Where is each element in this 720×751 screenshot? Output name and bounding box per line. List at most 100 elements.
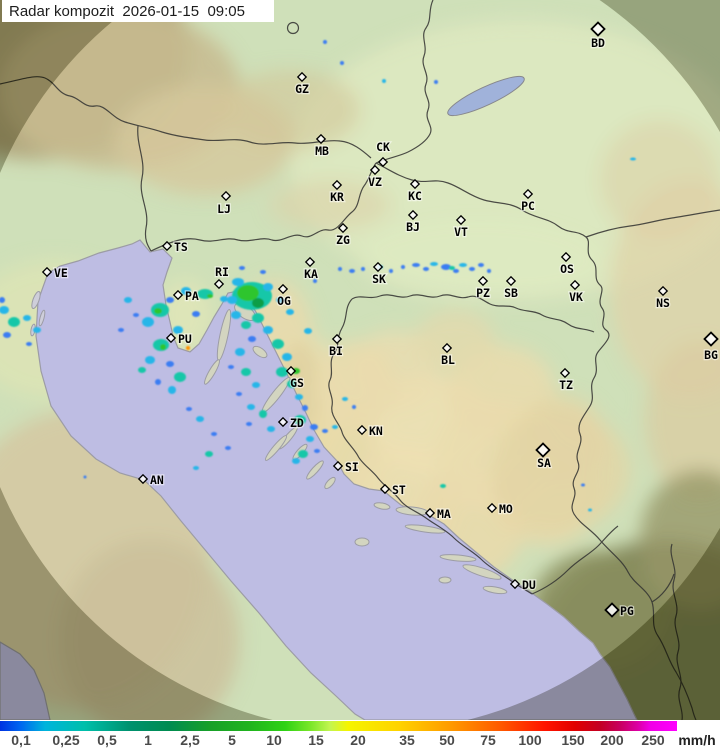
precip-cell: [459, 263, 467, 267]
station-label-kc: KC: [408, 189, 422, 203]
station-label-ma: MA: [437, 507, 451, 521]
station-marker-kr: [331, 179, 343, 191]
station-marker-ma: [424, 507, 436, 519]
station-marker-bl: [441, 342, 453, 354]
adriatic-sea: [35, 239, 638, 720]
legend: 0,1 0,25 0,5 1 2,5 5 10 15 20 35 50 75 100 150 200 250 m…: [0, 720, 720, 751]
precip-cell: [282, 353, 292, 361]
precip-cell: [33, 327, 41, 333]
station-label-vt: VT: [454, 225, 468, 239]
precip-cell: [267, 426, 275, 432]
station-marker-du: [509, 578, 521, 590]
precip-cell: [133, 313, 139, 317]
precip-cell: [323, 40, 327, 44]
station-label-gz: GZ: [295, 82, 309, 96]
precip-cell: [83, 475, 87, 479]
station-label-pz: PZ: [476, 286, 490, 300]
station-label-bd: BD: [591, 36, 605, 50]
precip-cell: [338, 267, 342, 271]
station-marker-ck: [377, 156, 389, 168]
precip-cell: [287, 380, 297, 388]
station-marker-gs: [285, 365, 297, 377]
legend-tick: 100: [518, 732, 542, 748]
precip-cell: [453, 269, 459, 273]
station-marker-vt: [455, 214, 467, 226]
precip-cell: [401, 265, 405, 269]
station-label-du: DU: [522, 578, 536, 592]
station-marker-tz: [559, 367, 571, 379]
precip-cell: [487, 269, 491, 273]
precip-cell: [260, 270, 266, 274]
station-label-pa: PA: [185, 289, 199, 303]
station-marker-pg: [604, 602, 620, 618]
precip-cell: [263, 283, 273, 291]
precip-cell: [322, 429, 328, 433]
precip-cell: [228, 365, 234, 369]
station-label-st: ST: [392, 483, 406, 497]
station-label-kn: KN: [369, 424, 383, 438]
station-marker-vz: [369, 164, 381, 176]
station-label-bi: BI: [329, 344, 343, 358]
precip-cell: [142, 317, 154, 327]
legend-tick: 50: [439, 732, 455, 748]
precip-cell: [231, 311, 241, 319]
legend-tick: 75: [480, 732, 496, 748]
station-marker-pa: [172, 289, 184, 301]
station-label-si: SI: [345, 460, 359, 474]
precip-cell: [434, 80, 438, 84]
station-marker-vk: [569, 279, 581, 291]
station-label-an: AN: [150, 473, 164, 487]
precip-cell: [207, 294, 213, 298]
station-marker-kn: [356, 424, 368, 436]
station-marker-bg: [703, 331, 719, 347]
station-marker-kc: [409, 178, 421, 190]
station-label-sk: SK: [372, 272, 386, 286]
precip-cell: [160, 344, 166, 350]
station-marker-pu: [165, 332, 177, 344]
precip-cell: [246, 422, 252, 426]
precip-cell: [186, 346, 190, 350]
precip-cell: [236, 392, 242, 396]
station-label-bl: BL: [441, 353, 455, 367]
precip-cell: [166, 297, 174, 303]
precip-cell: [314, 449, 320, 453]
station-marker-mo: [486, 502, 498, 514]
station-marker-bj: [407, 209, 419, 221]
precip-cell: [440, 484, 446, 488]
legend-tick: 2,5: [180, 732, 200, 748]
precip-cell: [124, 297, 132, 303]
legend-colorbar: [0, 721, 677, 731]
precip-cell: [248, 336, 256, 342]
station-label-pc: PC: [521, 199, 535, 213]
station-label-sa: SA: [537, 456, 551, 470]
station-label-os: OS: [560, 262, 574, 276]
precip-cell: [304, 328, 312, 334]
precip-cell: [412, 263, 420, 267]
legend-tick: 10: [266, 732, 282, 748]
precip-cell: [237, 285, 259, 301]
station-label-sb: SB: [504, 286, 518, 300]
precip-cell: [630, 157, 636, 161]
precip-cell: [196, 416, 204, 422]
station-marker-ve: [41, 266, 53, 278]
precip-cell: [166, 361, 174, 367]
legend-tick: 150: [561, 732, 585, 748]
precip-cell: [252, 382, 260, 388]
precip-cell: [225, 446, 231, 450]
legend-tick: 250: [641, 732, 665, 748]
precip-cell: [292, 458, 300, 464]
legend-tick: 0,25: [52, 732, 80, 748]
precip-cell: [581, 483, 585, 487]
precip-cell: [155, 379, 161, 385]
precip-cell: [310, 424, 318, 430]
precip-cell: [295, 394, 303, 400]
station-marker-sa: [535, 442, 551, 458]
tyrrhenian-sea: [0, 641, 51, 720]
precip-cell: [138, 367, 146, 373]
coverage-area: [0, 0, 720, 720]
station-marker-zd: [277, 416, 289, 428]
precip-cell: [298, 450, 308, 458]
station-label-tz: TZ: [559, 378, 573, 392]
precip-cell: [3, 332, 11, 338]
